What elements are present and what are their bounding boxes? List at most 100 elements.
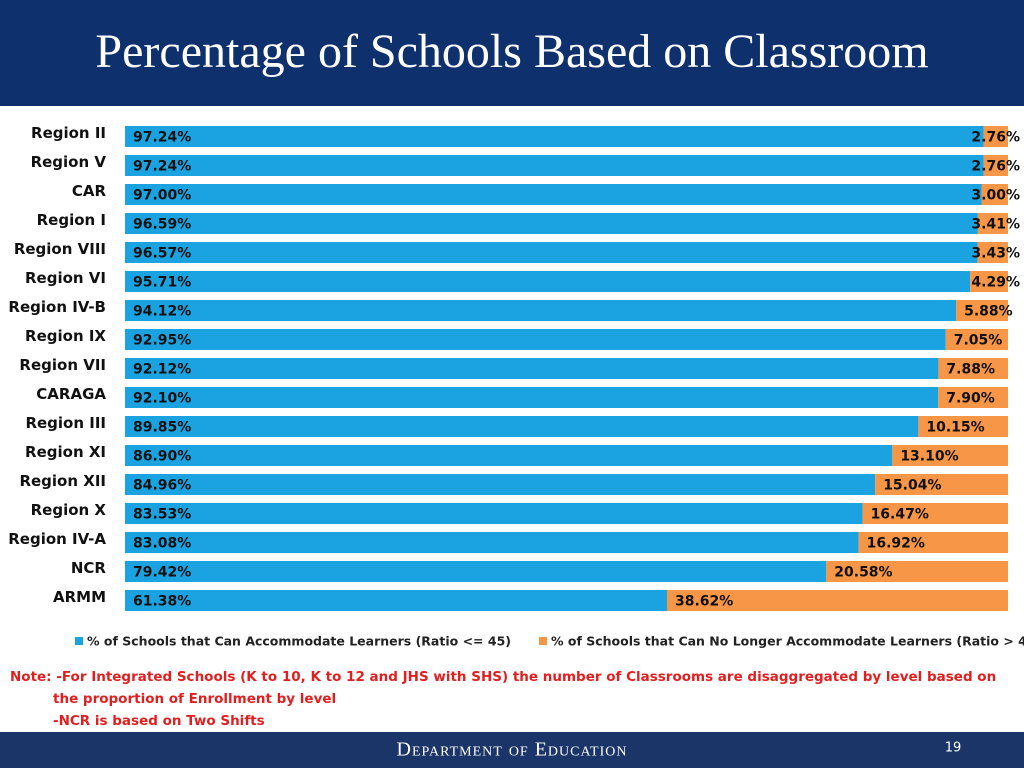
bar-segment [125,532,859,553]
category-label: Region II [31,124,106,142]
bar-segment [983,126,1008,147]
value-label: 2.76% [971,130,1020,146]
value-label: 89.85% [133,420,191,436]
bar-segment [125,242,978,263]
bar-segment [918,416,1008,437]
category-label: ARMM [53,588,106,606]
footer-band [0,732,1024,768]
bar-segment [956,300,1008,321]
note: the proportion of Enrollment by level [53,691,336,707]
bar-segment [981,184,1008,205]
category-label: Region III [25,414,106,432]
value-label: 97.00% [133,188,191,204]
legend-label: % of Schools that Can Accommodate Learne… [87,634,511,649]
bar-segment [125,416,919,437]
value-label: 5.88% [964,304,1013,320]
bar-segment [938,358,1008,379]
bar-segment [875,474,1008,495]
value-label: 95.71% [133,275,191,291]
note: Note: -For Integrated Schools (K to 10, … [10,669,996,685]
value-label: 61.38% [133,594,191,610]
value-label: 92.12% [133,362,191,378]
note: -NCR is based on Two Shifts [53,713,265,729]
page-number: 19 [945,741,962,756]
value-label: 4.29% [971,275,1020,291]
bar-segment [862,503,1008,524]
value-label: 92.95% [133,333,191,349]
value-label: 79.42% [133,565,191,581]
bar-segment [858,532,1008,553]
chart-title: Percentage of Schools Based on Classroom [95,25,928,78]
value-label: 13.10% [900,449,958,465]
value-label: 3.43% [971,246,1020,262]
value-label: 97.24% [133,159,191,175]
bar-segment [125,561,827,582]
bar-segment [945,329,1008,350]
bar-segment [125,213,978,234]
legend-swatch [538,637,547,645]
bar-segment [125,126,984,147]
value-label: 97.24% [133,130,191,146]
value-label: 96.57% [133,246,191,262]
value-label: 94.12% [133,304,191,320]
value-label: 3.41% [971,217,1020,233]
value-label: 7.88% [946,362,995,378]
bar-segment [125,387,939,408]
value-label: 92.10% [133,391,191,407]
bar-segment [970,271,1008,292]
category-label: Region IV-A [8,530,106,548]
bar-segment [983,155,1008,176]
value-label: 20.58% [834,565,892,581]
category-label: Region VII [19,356,106,374]
category-label: Region IV-B [8,298,106,316]
bar-segment [977,213,1008,234]
value-label: 3.00% [971,188,1020,204]
value-label: 16.47% [871,507,929,523]
bar-segment [892,445,1008,466]
bar-segment [938,387,1008,408]
category-label: Region XII [19,472,106,490]
bar-segment [125,155,984,176]
value-label: 7.90% [946,391,995,407]
category-label: Region XI [25,443,106,461]
bar-segment [125,474,876,495]
value-label: 84.96% [133,478,191,494]
value-label: 83.08% [133,536,191,552]
value-label: 10.15% [926,420,984,436]
category-label: CAR [72,182,107,200]
header-band [0,0,1024,106]
value-label: 96.59% [133,217,191,233]
value-label: 83.53% [133,507,191,523]
value-label: 38.62% [675,594,733,610]
legend-label: % of Schools that Can No Longer Accommod… [551,634,1024,649]
bar-segment [125,503,863,524]
value-label: 86.90% [133,449,191,465]
category-label: Region VI [25,269,106,287]
category-label: NCR [71,559,107,577]
legend-swatch [75,637,83,645]
category-label: Region IX [25,327,106,345]
value-label: 15.04% [883,478,941,494]
category-label: Region VIII [14,240,106,258]
bar-segment [125,271,971,292]
bar-segment [125,329,946,350]
bar-segment [977,242,1008,263]
value-label: 2.76% [971,159,1020,175]
bar-segment [125,445,893,466]
bar-segment [125,184,982,205]
category-label: Region V [31,153,107,171]
bar-segment [125,590,667,611]
bar-segment [666,590,1008,611]
bar-segment [125,358,939,379]
category-label: Region X [31,501,107,519]
category-label: Region I [37,211,106,229]
footer-text: Department of Education [397,739,628,761]
category-label: CARAGA [36,385,106,403]
bar-segment [826,561,1008,582]
value-label: 16.92% [867,536,925,552]
value-label: 7.05% [954,333,1003,349]
bar-segment [125,300,957,321]
